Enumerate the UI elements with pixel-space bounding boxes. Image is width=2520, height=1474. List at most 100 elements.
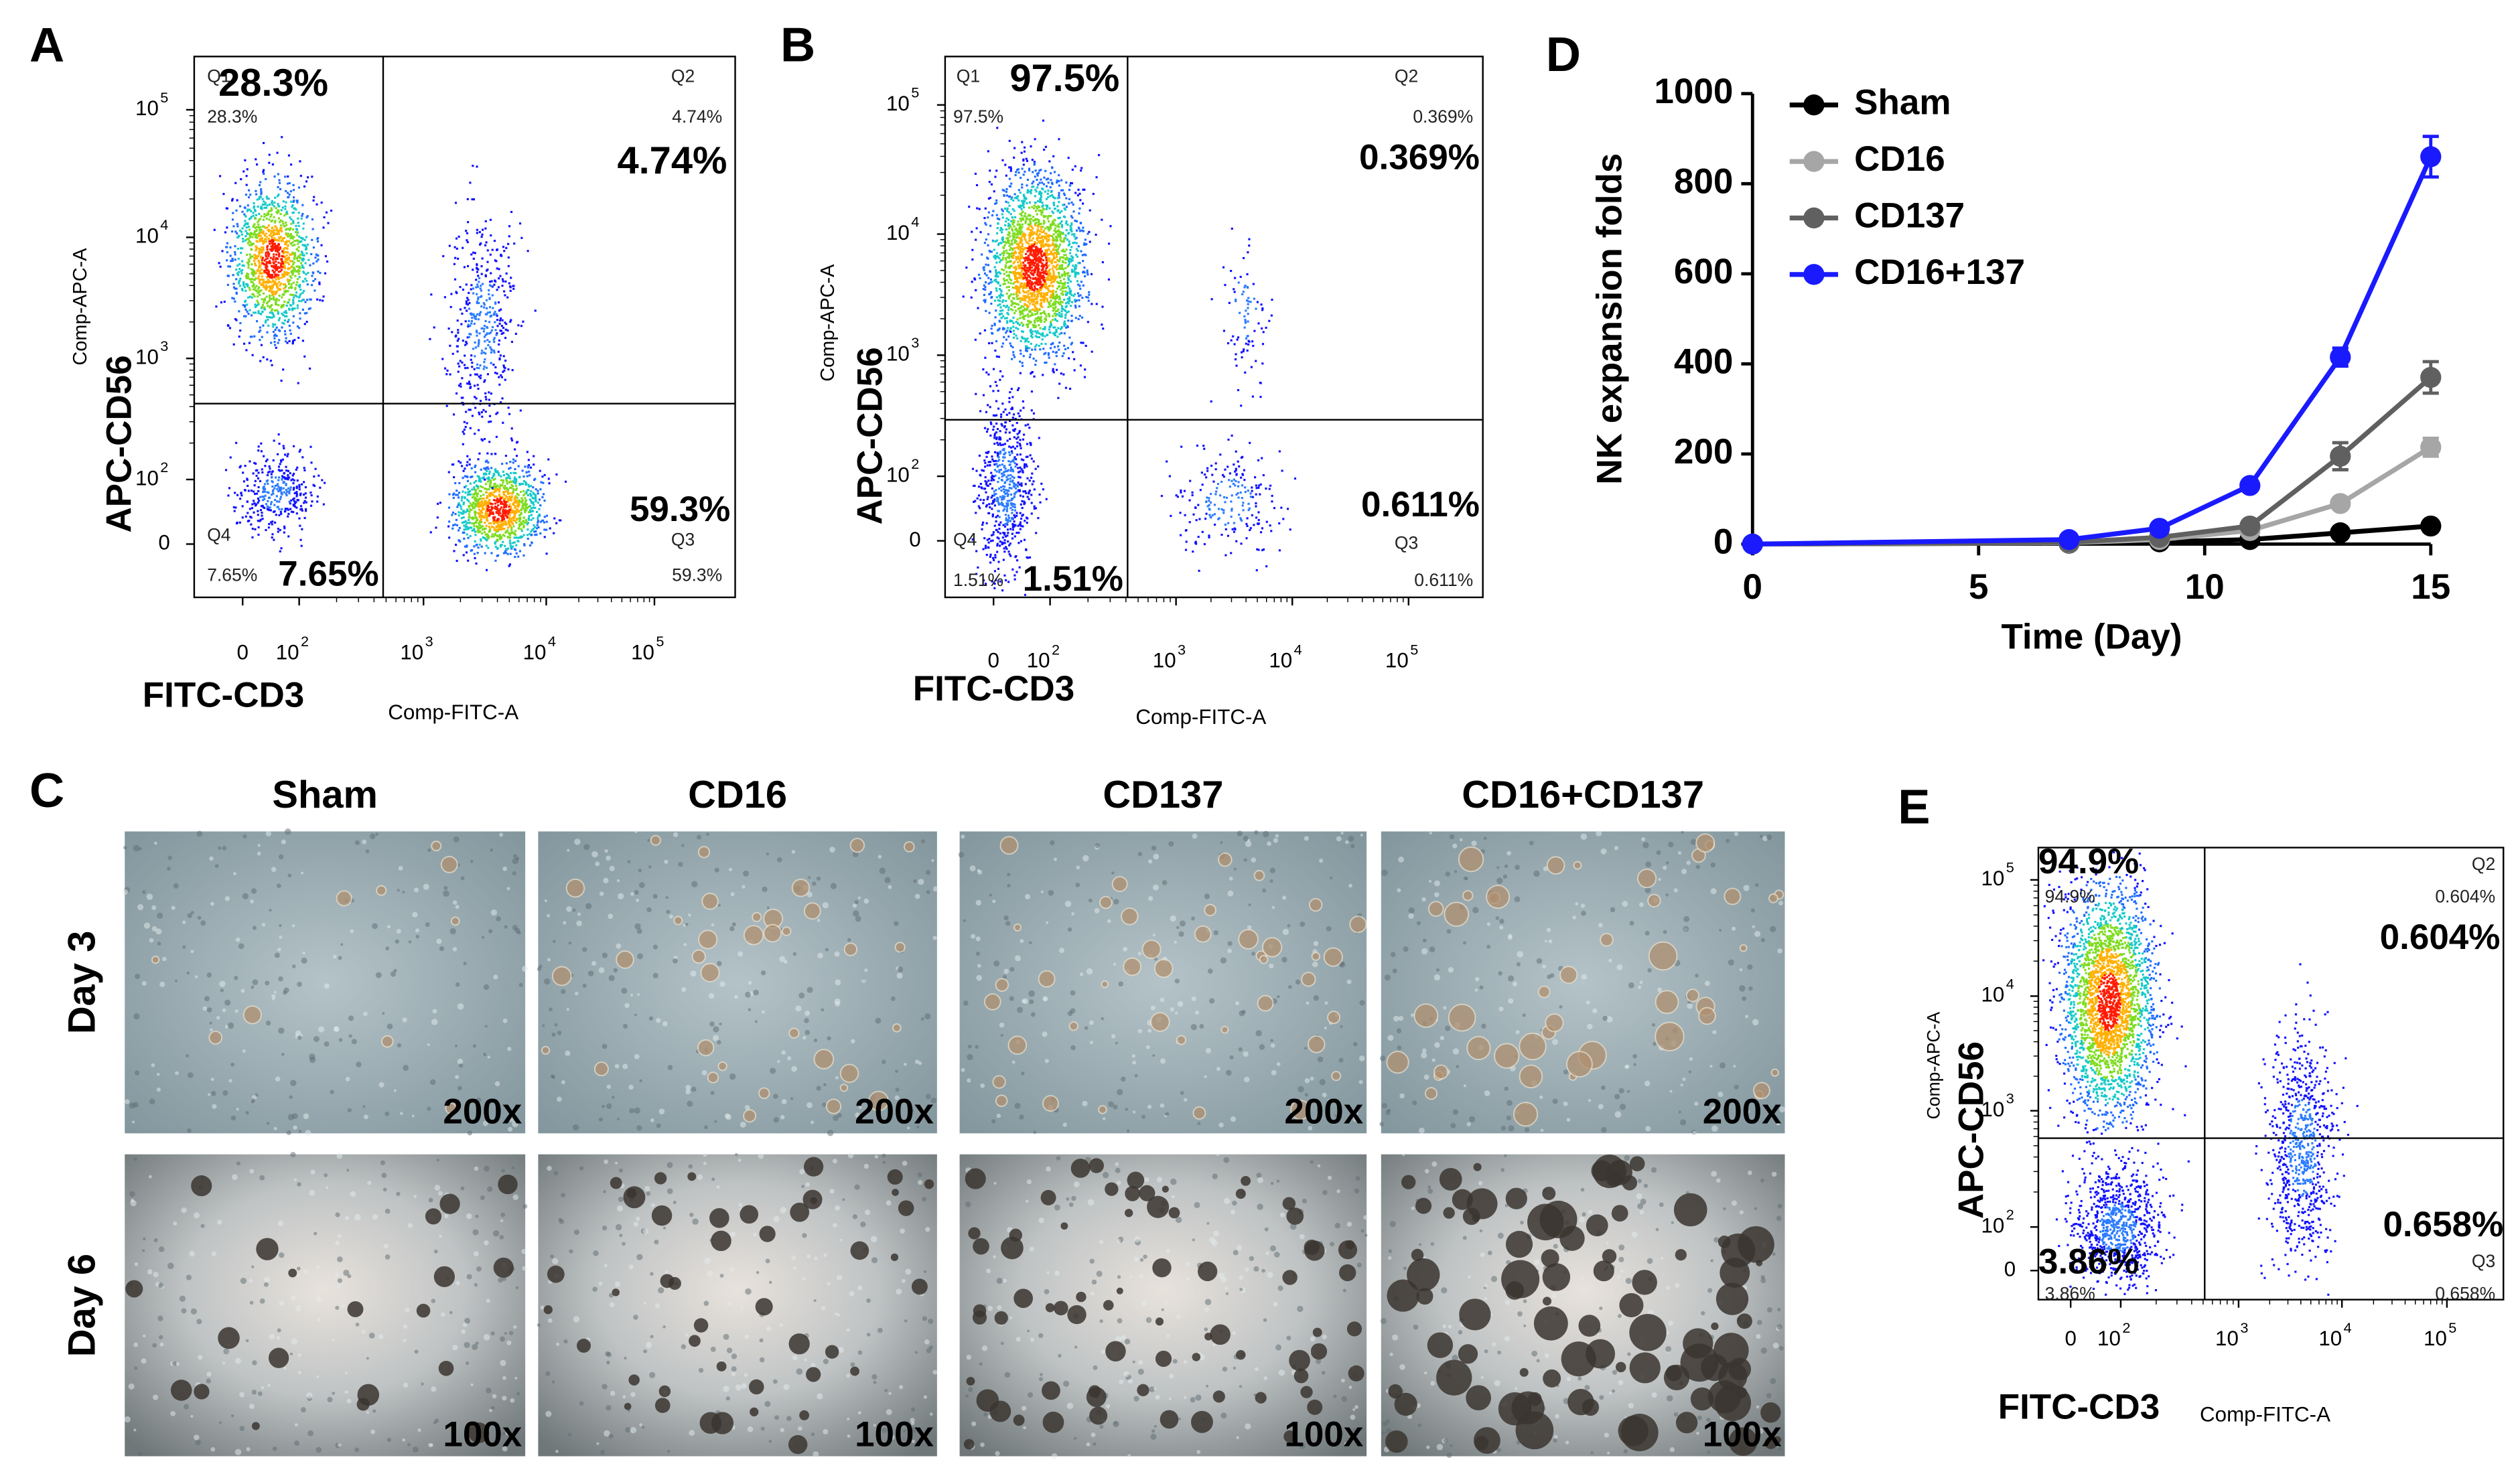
event-dot [233, 510, 236, 512]
event-dot [474, 514, 477, 516]
event-dot [1028, 356, 1031, 358]
event-dot [466, 551, 468, 554]
event-dot [460, 512, 462, 514]
event-dot [480, 510, 483, 512]
event-dot [1003, 336, 1005, 338]
event-dot [482, 368, 485, 370]
event-dot [276, 309, 279, 311]
event-dot [478, 526, 481, 529]
event-dot [481, 327, 484, 329]
event-dot [299, 295, 301, 297]
event-dot [1062, 204, 1064, 206]
event-dot [512, 285, 514, 287]
event-dot [476, 500, 479, 503]
event-dot [283, 322, 285, 325]
event-dot [314, 256, 317, 259]
event-dot [475, 492, 478, 494]
event-dot [483, 530, 486, 534]
event-dot [1020, 200, 1024, 202]
event-dot [266, 491, 269, 494]
event-dot [226, 207, 229, 210]
event-dot [234, 259, 236, 261]
event-dot [506, 499, 509, 502]
event-dot [498, 309, 501, 312]
event-dot [1003, 194, 1005, 197]
event-dot [1030, 222, 1032, 224]
event-dot [483, 437, 486, 441]
event-dot [1056, 197, 1059, 200]
event-dot [486, 503, 488, 506]
event-dot [277, 254, 281, 256]
event-dot [514, 459, 517, 462]
event-dot [297, 246, 300, 248]
event-dot [468, 382, 470, 385]
event-dot [487, 534, 490, 537]
event-dot [1032, 303, 1034, 305]
event-dot [288, 263, 291, 266]
event-dot [462, 521, 465, 524]
event-dot [274, 303, 277, 305]
event-dot [994, 349, 997, 352]
event-dot [1037, 317, 1040, 319]
event-dot [1005, 249, 1008, 252]
event-dot [537, 526, 540, 529]
event-dot [280, 277, 283, 279]
event-dot [514, 332, 517, 336]
event-dot [255, 226, 258, 228]
event-dot [500, 254, 502, 257]
event-dot [488, 415, 492, 417]
event-dot [481, 486, 484, 489]
event-dot [1005, 217, 1008, 220]
event-dot [456, 247, 458, 250]
event-dot [1064, 386, 1067, 389]
event-dot [1029, 309, 1032, 312]
event-dot [995, 199, 998, 202]
event-dot [263, 203, 266, 206]
event-dot [469, 427, 472, 429]
event-dot [481, 528, 484, 531]
event-dot [1017, 232, 1020, 234]
event-dot [484, 527, 487, 530]
event-dot [484, 511, 488, 514]
event-dot [271, 364, 273, 366]
event-dot [475, 516, 478, 520]
event-dot [273, 309, 277, 312]
event-dot [1081, 254, 1084, 256]
event-dot [280, 306, 283, 309]
event-dot [1086, 269, 1089, 272]
event-dot [273, 276, 276, 279]
event-dot [1011, 320, 1013, 323]
event-dot [1022, 200, 1024, 202]
event-dot [1035, 206, 1038, 208]
event-dot [478, 332, 481, 335]
event-dot [991, 324, 993, 327]
event-dot [507, 473, 510, 476]
event-dot [994, 316, 997, 319]
event-dot [494, 372, 497, 374]
event-dot [1016, 233, 1019, 236]
event-dot [447, 327, 450, 330]
event-dot [488, 398, 490, 401]
event-dot [259, 266, 261, 269]
event-dot [255, 289, 257, 292]
event-dot [271, 284, 274, 287]
event-dot [511, 369, 514, 372]
event-dot [1065, 181, 1068, 184]
event-dot [1055, 253, 1058, 256]
event-dot [265, 263, 268, 266]
event-dot [464, 475, 466, 477]
event-dot [452, 463, 455, 466]
event-dot [1005, 188, 1008, 190]
event-dot [510, 519, 512, 522]
event-dot [1005, 275, 1008, 277]
event-dot [1005, 338, 1007, 341]
event-dot [1063, 207, 1066, 210]
event-dot [226, 242, 228, 244]
event-dot [541, 519, 544, 522]
event-dot [987, 373, 990, 376]
event-dot [290, 270, 293, 273]
event-dot [1064, 258, 1067, 261]
event-dot [983, 299, 985, 302]
event-dot [285, 309, 287, 313]
event-dot [255, 304, 259, 307]
